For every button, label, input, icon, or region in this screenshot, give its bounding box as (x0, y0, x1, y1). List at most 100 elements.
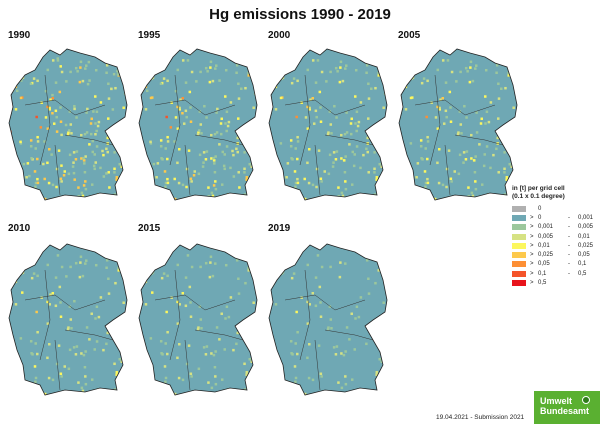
hotspot-cell (383, 192, 387, 196)
hotspot-cell (160, 352, 163, 355)
hotspot-cell (46, 127, 50, 130)
hotspot-cell (118, 53, 121, 56)
hotspot-cell (328, 305, 332, 308)
hotspot-cell (455, 80, 458, 83)
hotspot-cell (166, 330, 169, 334)
hotspot-cell (311, 183, 315, 187)
hotspot-cell (210, 133, 213, 137)
hotspot-cell (516, 152, 517, 155)
hotspot-cell (450, 180, 453, 183)
hotspot-cell (290, 352, 293, 355)
hotspot-cell (58, 90, 62, 94)
legend: in [t] per grid cell (0.1 x 0.1 degree) 0… (512, 185, 593, 288)
hotspot-cell (202, 161, 205, 164)
hotspot-cell (21, 291, 24, 294)
hotspot-cell (316, 59, 320, 62)
legend-item: 0 (512, 204, 593, 213)
hotspot-cell (404, 108, 408, 111)
hotspot-cell (516, 100, 517, 103)
hotspot-cell (375, 176, 379, 179)
hotspot-cell (164, 380, 167, 384)
hotspot-cell (245, 131, 249, 135)
hotspot-cell (335, 345, 339, 348)
hotspot-cell (487, 120, 491, 124)
hotspot-cell (36, 140, 40, 143)
hotspot-cell (419, 139, 423, 142)
hotspot-cell (350, 378, 354, 381)
hotspot-cell (374, 86, 377, 90)
hotspot-cell (314, 81, 318, 84)
hotspot-cell (385, 155, 387, 158)
globe-icon (582, 396, 590, 404)
hotspot-cell (514, 129, 517, 133)
hotspot-cell (84, 262, 87, 265)
hotspot-cell (190, 265, 194, 269)
hotspot-cell (503, 167, 506, 171)
hotspot-cell (274, 164, 277, 168)
hotspot-cell (245, 178, 248, 182)
hotspot-cell (51, 111, 54, 115)
hotspot-cell (201, 165, 205, 168)
hotspot-cell (14, 394, 18, 395)
hotspot-cell (44, 89, 48, 93)
hotspot-cell (144, 359, 147, 363)
hotspot-cell (250, 165, 254, 169)
legend-item: >0 - 0,001 (512, 213, 593, 222)
hotspot-cell (311, 96, 315, 100)
hotspot-cell (55, 115, 58, 119)
hotspot-cell (513, 119, 516, 123)
state-border (299, 269, 311, 361)
legend-item: >0,1 - 0,5 (512, 269, 593, 278)
hotspot-cell (66, 132, 70, 136)
hotspot-cell (212, 156, 215, 160)
hotspot-cell (480, 117, 483, 121)
hotspot-cell (75, 116, 78, 119)
hotspot-cell (11, 359, 15, 362)
hotspot-cell (110, 87, 113, 91)
hotspot-cell (202, 151, 206, 154)
hotspot-cell (69, 123, 73, 126)
hotspot-cell (198, 153, 202, 157)
hotspot-cell (293, 170, 297, 173)
hotspot-cell (48, 342, 51, 346)
hotspot-cell (99, 101, 103, 104)
hotspot-cell (340, 133, 343, 137)
hotspot-cell (107, 277, 110, 281)
hotspot-cell (344, 180, 347, 183)
hotspot-cell (122, 133, 125, 136)
hotspot-cell (514, 163, 517, 167)
hotspot-cell (339, 66, 342, 69)
hotspot-cell (508, 162, 511, 166)
hotspot-cell (265, 141, 268, 144)
hotspot-cell (344, 64, 348, 67)
hotspot-cell (508, 53, 511, 56)
hotspot-cell (243, 362, 246, 366)
hotspot-cell (463, 104, 466, 108)
hotspot-cell (319, 315, 323, 318)
hotspot-cell (420, 157, 423, 160)
hotspot-cell (348, 338, 351, 341)
hotspot-cell (154, 383, 157, 386)
hotspot-cell (94, 133, 97, 136)
hotspot-cell (366, 117, 370, 120)
hotspot-cell (93, 348, 96, 351)
hotspot-cell (319, 120, 323, 123)
hotspot-cell (225, 110, 229, 114)
hotspot-cell (196, 327, 200, 331)
hotspot-cell (378, 248, 382, 252)
hotspot-cell (292, 77, 296, 80)
hotspot-cell (122, 133, 125, 137)
hotspot-cell (306, 105, 309, 109)
hotspot-cell (467, 186, 470, 189)
hotspot-cell (331, 165, 335, 168)
hotspot-cell (235, 342, 238, 346)
hotspot-cell (195, 80, 198, 83)
emission-map (265, 48, 388, 201)
hotspot-cell (139, 66, 143, 69)
state-border (64, 329, 114, 341)
hotspot-cell (244, 257, 248, 261)
hotspot-cell (136, 278, 139, 281)
hotspot-cell (430, 101, 433, 104)
hotspot-cell (495, 147, 498, 151)
hotspot-cell (164, 185, 167, 189)
